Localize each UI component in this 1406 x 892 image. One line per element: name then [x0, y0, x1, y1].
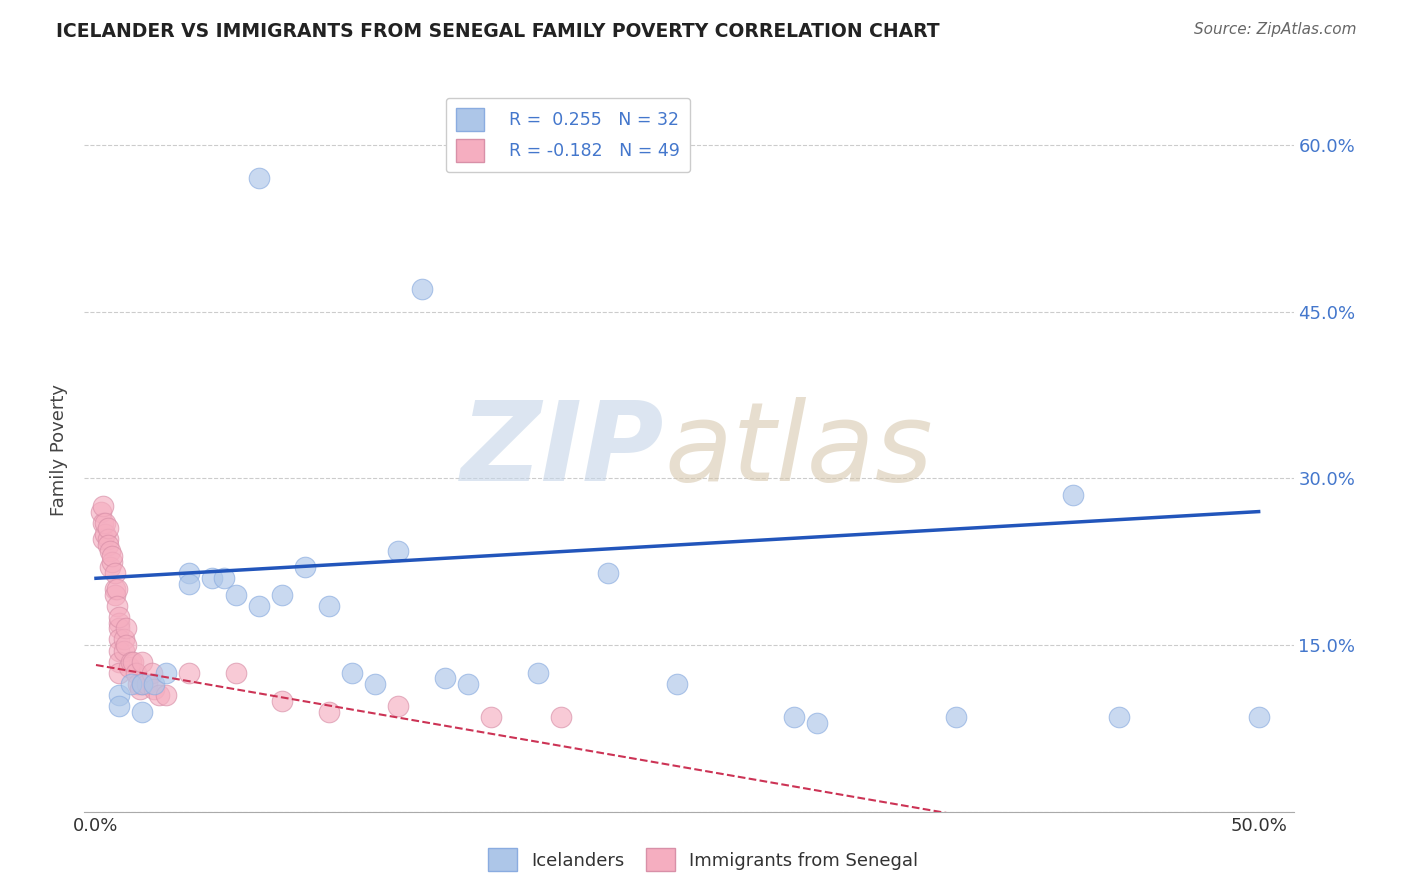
Point [247, 599, 270, 613]
Point [1108, 710, 1130, 724]
Point [120, 655, 142, 669]
Point [108, 610, 131, 624]
Point [131, 677, 153, 691]
Point [104, 566, 127, 580]
Point [91, 516, 114, 530]
Point [91, 533, 114, 547]
Point [112, 632, 135, 647]
Point [411, 282, 433, 296]
Point [247, 171, 270, 186]
Text: atlas: atlas [665, 397, 934, 504]
Point [108, 699, 131, 714]
Point [136, 677, 159, 691]
Point [212, 571, 235, 585]
Point [550, 710, 572, 724]
Point [527, 665, 550, 680]
Point [479, 710, 502, 724]
Point [112, 643, 135, 657]
Point [97, 538, 120, 552]
Point [105, 582, 128, 597]
Point [318, 599, 340, 613]
Point [177, 566, 200, 580]
Point [143, 682, 166, 697]
Point [225, 665, 247, 680]
Point [127, 677, 149, 691]
Legend: Icelanders, Immigrants from Senegal: Icelanders, Immigrants from Senegal [481, 841, 925, 879]
Point [104, 588, 127, 602]
Point [271, 693, 294, 707]
Point [97, 521, 120, 535]
Point [90, 505, 112, 519]
Point [387, 699, 409, 714]
Point [201, 571, 224, 585]
Point [318, 705, 340, 719]
Point [122, 655, 145, 669]
Point [945, 710, 967, 724]
Text: ZIP: ZIP [461, 397, 665, 504]
Point [91, 499, 114, 513]
Point [98, 560, 121, 574]
Point [457, 677, 479, 691]
Point [141, 665, 163, 680]
Point [177, 665, 200, 680]
Point [433, 671, 456, 685]
Point [155, 665, 177, 680]
Point [108, 655, 131, 669]
Point [131, 705, 153, 719]
Point [94, 516, 117, 530]
Point [98, 543, 121, 558]
Point [364, 677, 387, 691]
Text: Source: ZipAtlas.com: Source: ZipAtlas.com [1194, 22, 1357, 37]
Legend:   R =  0.255   N = 32,   R = -0.182   N = 49: R = 0.255 N = 32, R = -0.182 N = 49 [446, 98, 690, 172]
Point [101, 555, 124, 569]
Point [108, 643, 131, 657]
Point [124, 665, 146, 680]
Point [340, 665, 363, 680]
Point [387, 543, 409, 558]
Point [108, 615, 131, 630]
Point [143, 677, 166, 691]
Point [666, 677, 689, 691]
Point [271, 588, 294, 602]
Point [120, 677, 142, 691]
Point [94, 526, 117, 541]
Text: ICELANDER VS IMMIGRANTS FROM SENEGAL FAMILY POVERTY CORRELATION CHART: ICELANDER VS IMMIGRANTS FROM SENEGAL FAM… [56, 22, 939, 41]
Point [155, 688, 177, 702]
Point [131, 677, 153, 691]
Point [225, 588, 247, 602]
Point [108, 688, 131, 702]
Point [108, 621, 131, 635]
Point [101, 549, 124, 563]
Point [148, 688, 170, 702]
Point [131, 655, 153, 669]
Point [177, 577, 200, 591]
Point [108, 665, 131, 680]
Point [1247, 710, 1270, 724]
Point [1062, 488, 1084, 502]
Point [782, 710, 804, 724]
Point [294, 560, 316, 574]
Point [105, 599, 128, 613]
Y-axis label: Family Poverty: Family Poverty [51, 384, 69, 516]
Point [104, 582, 127, 597]
Point [129, 682, 152, 697]
Point [115, 621, 138, 635]
Point [806, 715, 828, 730]
Point [108, 632, 131, 647]
Point [97, 533, 120, 547]
Point [596, 566, 619, 580]
Point [115, 638, 138, 652]
Point [117, 660, 139, 674]
